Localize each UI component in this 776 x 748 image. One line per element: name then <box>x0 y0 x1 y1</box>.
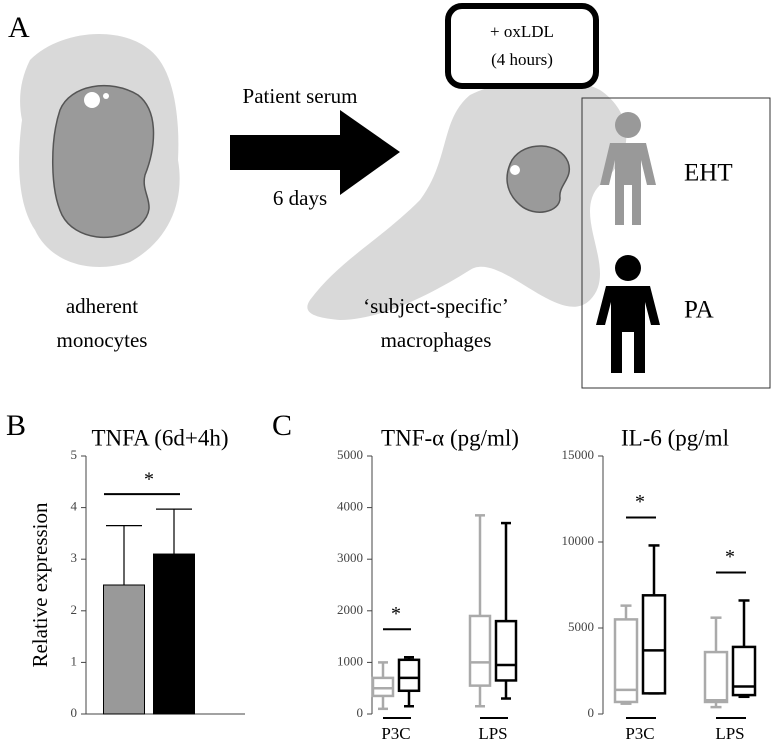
bar <box>103 584 145 715</box>
panel-label: C <box>272 409 292 442</box>
box <box>703 650 729 704</box>
box <box>494 619 518 682</box>
y-tick-label: 2 <box>71 602 78 617</box>
treatment-text: (4 hours) <box>491 50 553 69</box>
group-label: PA <box>684 297 714 324</box>
y-tick-label: 15000 <box>562 447 595 462</box>
y-tick-label: 3 <box>71 550 78 565</box>
significance-mark: * <box>391 603 401 625</box>
box <box>731 645 757 697</box>
x-tick-label: P3C <box>625 724 654 743</box>
group-label: EHT <box>684 160 733 187</box>
x-tick-label: LPS <box>478 724 507 743</box>
y-tick-label: 1 <box>71 653 78 668</box>
vesicle <box>84 92 100 108</box>
box <box>397 658 421 693</box>
y-tick-label: 0 <box>71 705 78 720</box>
box <box>641 594 667 695</box>
x-tick-label: LPS <box>715 724 744 743</box>
panel-label: A <box>8 11 30 44</box>
panel-a: A + oxLDL (4 hours) Patient serum 6 days… <box>8 3 771 389</box>
arrow-label: 6 days <box>273 186 327 210</box>
y-tick-label: 5 <box>71 447 78 462</box>
cell-label: adherent <box>66 294 138 318</box>
chart-title: IL-6 (pg/ml <box>621 425 729 450</box>
person-icon-gray <box>600 112 656 225</box>
box <box>371 676 395 698</box>
significance-mark: * <box>725 546 735 568</box>
cell-label: macrophages <box>381 328 492 352</box>
y-axis-label: Relative expression <box>28 502 52 668</box>
y-tick-label: 4 <box>71 499 78 514</box>
y-tick-label: 4000 <box>337 499 363 514</box>
box <box>613 618 639 704</box>
person-icon-black <box>596 255 660 373</box>
panel-label: B <box>6 409 26 442</box>
y-tick-label: 0 <box>357 705 364 720</box>
treatment-text: + oxLDL <box>490 22 554 41</box>
y-tick-label: 5000 <box>568 619 594 634</box>
y-tick-label: 0 <box>588 705 595 720</box>
vesicle <box>103 93 109 99</box>
macrophage-nucleus <box>506 145 571 213</box>
y-tick-label: 10000 <box>562 533 595 548</box>
y-tick-label: 1000 <box>337 653 363 668</box>
y-tick-label: 5000 <box>337 447 363 462</box>
chart-title: TNF-α (pg/ml) <box>381 425 519 450</box>
y-tick-label: 3000 <box>337 550 363 565</box>
cell-label: monocytes <box>57 328 148 352</box>
legend-box <box>581 97 771 389</box>
vesicle <box>510 165 520 175</box>
significance-mark: * <box>144 469 154 491</box>
y-tick-label: 2000 <box>337 602 363 617</box>
arrow-label: Patient serum <box>243 84 358 108</box>
monocyte-nucleus <box>51 84 155 238</box>
chart-title: TNFA (6d+4h) <box>91 425 228 450</box>
cell-label: ‘subject-specific’ <box>363 294 509 318</box>
bar <box>153 553 195 715</box>
arrow <box>230 110 400 195</box>
x-tick-label: P3C <box>381 724 410 743</box>
significance-mark: * <box>635 491 645 513</box>
macrophage-cell <box>307 78 627 320</box>
box <box>468 614 492 687</box>
treatment-box <box>445 3 599 89</box>
